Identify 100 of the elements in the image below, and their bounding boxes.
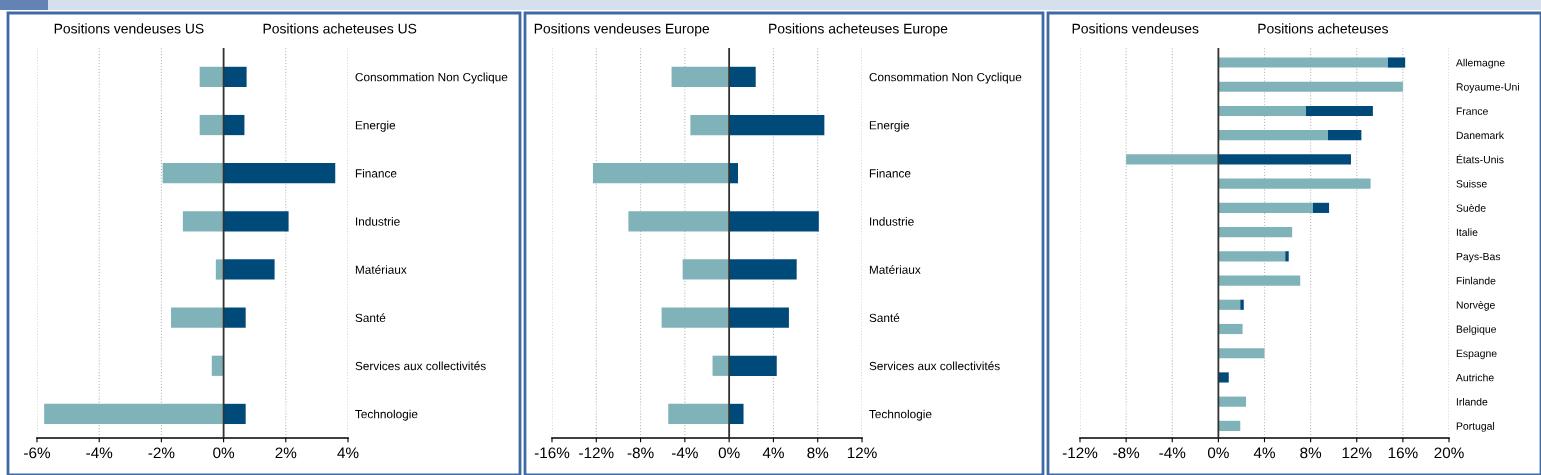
bar (223, 307, 246, 328)
bar (592, 163, 730, 184)
y-tick-label: Portugal (1456, 422, 1495, 432)
x-tick-label: -4% (671, 447, 698, 459)
y-tick-label: Services aux collectivités (355, 361, 486, 371)
bar (162, 163, 224, 184)
x-tick-label: 2% (275, 447, 297, 459)
bar (223, 114, 245, 136)
bar (1218, 81, 1403, 92)
y-tick-label: Santé (869, 313, 900, 323)
y-tick-label: Danemark (1456, 131, 1505, 140)
y-tick-label: Finance (355, 168, 397, 178)
x-tick-label: 8% (807, 447, 829, 459)
bar (199, 66, 224, 87)
y-tick-label: Industrie (356, 217, 400, 226)
bar (182, 211, 224, 232)
bar (1240, 299, 1244, 310)
text: Positions acheteuses US (263, 23, 417, 34)
bar (668, 403, 730, 425)
bar (199, 114, 224, 136)
x-tick-label: -4% (86, 447, 113, 459)
x-tick-label: 16% (1388, 447, 1418, 459)
bar (1218, 178, 1371, 189)
bar (1218, 251, 1286, 262)
bar (1218, 396, 1247, 407)
bar (729, 66, 756, 87)
bar (729, 307, 789, 328)
bar (671, 66, 730, 87)
bar (729, 211, 819, 232)
bar (1387, 57, 1406, 68)
bar (729, 403, 744, 425)
text: Positions vendeuses US (54, 23, 204, 34)
bar (1218, 372, 1229, 383)
x-tick-label: 12% (847, 447, 877, 459)
bar (729, 114, 825, 136)
x-tick-label: -6% (24, 447, 51, 459)
y-tick-label: Matériaux (355, 265, 407, 274)
bar (628, 211, 730, 232)
text: Positions acheteuses Europe (769, 23, 948, 37)
bar (171, 307, 224, 328)
bar (729, 259, 797, 280)
y-tick-label: Finance (869, 168, 911, 178)
bar (1218, 348, 1265, 359)
bar (1218, 202, 1313, 213)
y-tick-label: Matériaux (869, 265, 921, 274)
bar (1218, 105, 1307, 117)
x-tick-label: -2% (148, 447, 175, 459)
y-tick-label: Santé (355, 313, 386, 323)
text: Positions vendeuses Europe (534, 23, 710, 37)
bar (1218, 275, 1301, 286)
x-tick-label: 8% (1300, 447, 1322, 459)
bar (223, 211, 289, 232)
bar (1285, 251, 1289, 262)
x-tick-label: -4% (1159, 447, 1186, 459)
y-tick-label: Technologie (869, 409, 932, 421)
x-tick-label: 12% (1342, 447, 1372, 459)
bar (223, 259, 275, 280)
x-tick-label: -8% (1113, 447, 1140, 459)
bar (1312, 202, 1330, 213)
y-tick-label: Suède (1456, 203, 1486, 212)
bar (729, 355, 777, 376)
bar (1218, 57, 1388, 68)
x-tick-label: 0% (718, 447, 740, 459)
y-tick-label: Italie (1456, 228, 1478, 236)
y-tick-label: Norvège (1456, 300, 1495, 311)
bar (211, 355, 224, 376)
y-tick-label: Consommation Non Cyclique (869, 72, 1022, 84)
bar (690, 114, 730, 136)
text: Positions vendeuses (1072, 23, 1199, 34)
bar (1306, 105, 1373, 117)
y-tick-label: Energie (869, 120, 910, 132)
y-tick-label: France (1456, 107, 1488, 115)
y-tick-label: Energie (355, 120, 396, 132)
y-tick-label: États-Unis (1456, 154, 1504, 164)
y-tick-label: Irlande (1456, 397, 1488, 406)
bar (223, 163, 336, 184)
bar (223, 403, 246, 425)
bar (223, 66, 247, 87)
y-tick-label: Industrie (870, 217, 914, 226)
bar (1218, 323, 1243, 335)
bar (44, 403, 224, 425)
bar (661, 307, 730, 328)
y-tick-label: Suisse (1456, 179, 1487, 188)
x-tick-label: -16% (534, 447, 570, 459)
y-tick-label: Services aux collectivités (869, 361, 1000, 371)
y-tick-label: Royaume-Uni (1456, 82, 1519, 93)
x-tick-label: 0% (213, 447, 235, 459)
y-tick-label: Espagne (1456, 349, 1497, 360)
y-tick-label: Finlande (1456, 276, 1496, 285)
x-tick-label: -12% (1062, 447, 1098, 459)
bar (1327, 130, 1362, 141)
bar (1218, 227, 1293, 238)
y-tick-label: Autriche (1455, 373, 1494, 382)
x-tick-label: -8% (627, 447, 654, 459)
text: Positions acheteuses (1258, 23, 1389, 34)
x-tick-label: 20% (1434, 447, 1464, 459)
y-tick-label: Pays-Bas (1456, 252, 1501, 263)
bar (1218, 154, 1351, 165)
bar (1218, 130, 1328, 141)
x-tick-label: 0% (1207, 447, 1229, 459)
